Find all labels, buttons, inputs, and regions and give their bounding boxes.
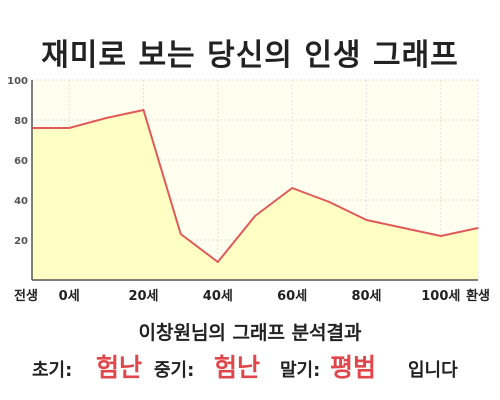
x-tick-label: 60세 <box>277 289 307 304</box>
data-point <box>31 127 33 129</box>
area-fill <box>32 110 478 280</box>
analysis-summary: 초기: 험난 중기: 험난 말기: 평범 입니다 <box>32 346 492 382</box>
data-point <box>365 219 368 221</box>
early-label: 초기: <box>32 360 73 381</box>
data-point <box>440 235 442 237</box>
data-point <box>68 127 70 129</box>
y-tick-label: 100 <box>7 76 28 87</box>
x-tick-label: 80세 <box>351 289 381 304</box>
axes <box>31 80 478 281</box>
y-tick-label: 80 <box>14 116 28 127</box>
data-point <box>179 233 182 235</box>
y-tick-labels: 20 40 60 80 100 <box>7 76 28 247</box>
data-point <box>291 187 293 189</box>
y-tick-label: 20 <box>14 236 28 247</box>
data-point <box>142 109 145 111</box>
analysis-title: 이창원님의 그래프 분석결과 <box>138 322 362 344</box>
data-point <box>477 227 479 229</box>
data-point <box>328 201 331 203</box>
early-value: 험난 <box>96 353 143 382</box>
data-point <box>105 117 108 119</box>
x-tick-label: 100세 <box>421 289 460 304</box>
data-point <box>402 227 405 229</box>
x-tick-label: 40세 <box>203 289 233 304</box>
page-title: 재미로 보는 당신의 인생 그래프 <box>41 38 459 73</box>
x-tick-label: 전생 <box>14 288 38 304</box>
x-tick-labels: 전생 0세 20세 40세 60세 80세 100세 환생 <box>14 288 490 304</box>
middle-value: 험난 <box>214 353 261 382</box>
data-point <box>254 215 256 217</box>
y-tick-label: 40 <box>14 196 28 207</box>
data-point <box>217 261 219 263</box>
ending-text: 입니다 <box>408 360 458 381</box>
x-tick-label: 0세 <box>59 289 80 304</box>
late-value: 평범 <box>330 353 377 382</box>
middle-label: 중기: <box>154 360 195 381</box>
late-label: 말기: <box>280 360 321 381</box>
x-tick-label: 환생 <box>466 288 490 304</box>
y-tick-label: 60 <box>14 156 28 167</box>
x-tick-label: 20세 <box>128 289 158 304</box>
